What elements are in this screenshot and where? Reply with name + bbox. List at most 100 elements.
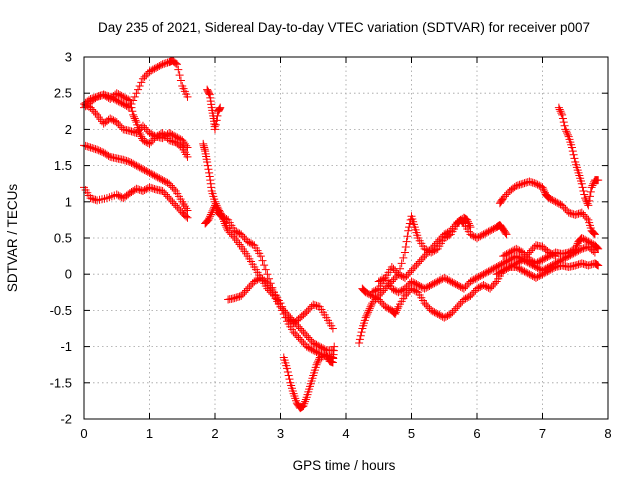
data-point (579, 244, 588, 253)
data-point (122, 156, 131, 165)
data-point (420, 244, 429, 253)
data-point (445, 227, 454, 236)
data-point (161, 177, 170, 186)
data-point (374, 295, 383, 304)
data-point (517, 180, 526, 189)
data-point (161, 190, 170, 199)
data-point (513, 253, 522, 262)
series-arc-6 (203, 85, 225, 134)
data-point (98, 147, 107, 156)
x-tick-label: 8 (604, 426, 611, 441)
data-point (538, 255, 547, 264)
data-point (165, 129, 174, 138)
data-point (417, 282, 426, 291)
data-point (140, 123, 149, 132)
data-point (86, 143, 95, 152)
data-point (450, 279, 459, 288)
data-point (314, 357, 323, 366)
data-point (440, 313, 449, 322)
data-point (382, 303, 391, 312)
data-point (211, 203, 220, 212)
data-point (294, 322, 303, 331)
data-point (219, 213, 228, 222)
data-point (445, 276, 454, 285)
data-point (364, 290, 373, 299)
data-point (574, 209, 583, 218)
data-point (227, 230, 236, 239)
data-point (588, 181, 597, 190)
data-point (504, 256, 513, 265)
data-point (137, 132, 146, 141)
data-point (505, 248, 514, 257)
data-point (297, 326, 306, 335)
data-point (153, 62, 162, 71)
data-point (541, 253, 550, 262)
data-point (528, 257, 537, 266)
data-point (551, 197, 560, 206)
data-point (540, 254, 549, 263)
data-point (304, 333, 313, 342)
data-point (176, 142, 185, 151)
data-point (256, 252, 265, 261)
data-point (425, 246, 434, 255)
data-point (284, 315, 293, 324)
data-point (433, 277, 442, 286)
data-point (173, 203, 182, 212)
data-point (247, 239, 256, 248)
data-point (145, 139, 154, 148)
data-point (461, 294, 470, 303)
data-point (148, 184, 157, 193)
data-point (432, 239, 441, 248)
data-point (557, 109, 566, 118)
data-point (474, 272, 483, 281)
data-point (130, 128, 139, 137)
data-point (243, 284, 252, 293)
data-point (541, 245, 550, 254)
data-point (401, 243, 410, 252)
data-point (240, 288, 249, 297)
data-point (94, 146, 103, 155)
data-point (407, 266, 416, 275)
data-point (145, 183, 154, 192)
data-point (138, 186, 147, 195)
data-point (143, 167, 152, 176)
data-point (127, 100, 136, 109)
data-point (468, 290, 477, 299)
data-point (165, 179, 174, 188)
data-point (554, 199, 563, 208)
data-point (124, 95, 133, 104)
data-point (328, 324, 337, 333)
data-point (468, 231, 477, 240)
data-point (124, 157, 133, 166)
data-point (427, 244, 436, 253)
series-arc-15 (495, 177, 599, 239)
data-point (182, 141, 191, 150)
data-point (238, 232, 247, 241)
data-point (93, 92, 102, 101)
data-point (399, 272, 408, 281)
data-point (299, 310, 308, 319)
data-point (281, 310, 290, 319)
data-point (363, 310, 372, 319)
data-point (474, 283, 483, 292)
data-point (548, 250, 557, 259)
data-point (527, 256, 536, 265)
data-point (494, 269, 503, 278)
data-point (593, 243, 602, 252)
data-point (494, 262, 503, 271)
data-point (129, 96, 138, 105)
data-point (106, 92, 115, 101)
data-point (315, 342, 324, 351)
y-tick-label: 2 (65, 122, 72, 137)
data-point (313, 358, 322, 367)
data-point (492, 262, 501, 271)
data-point (104, 151, 113, 160)
data-point (312, 348, 321, 357)
data-point (183, 206, 192, 215)
data-point (89, 144, 98, 153)
data-point (481, 229, 490, 238)
data-point (310, 339, 319, 348)
data-point (248, 240, 257, 249)
data-point (428, 243, 437, 252)
data-point (502, 190, 511, 199)
